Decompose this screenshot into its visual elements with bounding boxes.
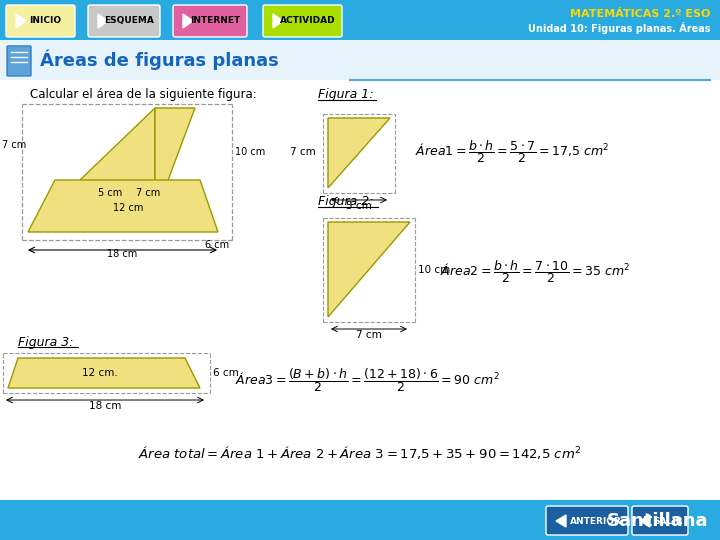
Text: Santillana: Santillana bbox=[606, 512, 708, 530]
Polygon shape bbox=[328, 118, 390, 188]
FancyBboxPatch shape bbox=[7, 46, 31, 76]
Text: 7 cm: 7 cm bbox=[290, 147, 316, 157]
Polygon shape bbox=[28, 180, 218, 232]
Text: Calcular el área de la siguiente figura:: Calcular el área de la siguiente figura: bbox=[30, 89, 257, 102]
Text: 12 cm.: 12 cm. bbox=[82, 368, 118, 378]
Text: 7 cm: 7 cm bbox=[136, 188, 160, 198]
Text: $\mathit{Área}2 = \dfrac{b \cdot h}{2} = \dfrac{7 \cdot 10}{2} = 35\ cm^2$: $\mathit{Área}2 = \dfrac{b \cdot h}{2} =… bbox=[440, 259, 631, 286]
Text: Unidad 10: Figuras planas. Áreas: Unidad 10: Figuras planas. Áreas bbox=[528, 22, 710, 34]
Text: Figura 3:: Figura 3: bbox=[18, 335, 73, 348]
Polygon shape bbox=[155, 108, 195, 215]
Text: 6 cm: 6 cm bbox=[213, 368, 239, 378]
FancyBboxPatch shape bbox=[88, 5, 160, 37]
Text: SALIR: SALIR bbox=[653, 517, 683, 525]
Text: 7 cm: 7 cm bbox=[356, 330, 382, 340]
Polygon shape bbox=[556, 515, 566, 527]
Polygon shape bbox=[8, 358, 200, 388]
Text: $\mathit{Área}3 = \dfrac{(B+b) \cdot h}{2} = \dfrac{(12+18) \cdot 6}{2} = 90\ cm: $\mathit{Área}3 = \dfrac{(B+b) \cdot h}{… bbox=[235, 366, 500, 394]
FancyBboxPatch shape bbox=[0, 40, 720, 80]
FancyBboxPatch shape bbox=[546, 506, 628, 535]
Text: 18 cm: 18 cm bbox=[89, 401, 121, 411]
Text: 5 cm: 5 cm bbox=[346, 201, 372, 211]
Text: Áreas de figuras planas: Áreas de figuras planas bbox=[40, 50, 279, 70]
Text: 6 cm: 6 cm bbox=[205, 240, 229, 250]
Polygon shape bbox=[183, 14, 193, 28]
FancyBboxPatch shape bbox=[263, 5, 342, 37]
Polygon shape bbox=[16, 14, 26, 28]
Text: INICIO: INICIO bbox=[30, 17, 62, 25]
Text: Figura 2:: Figura 2: bbox=[318, 195, 374, 208]
Text: 12 cm: 12 cm bbox=[113, 203, 143, 213]
Text: 18 cm: 18 cm bbox=[107, 249, 137, 259]
FancyBboxPatch shape bbox=[0, 0, 720, 40]
Text: 5 cm: 5 cm bbox=[98, 188, 122, 198]
Text: ESQUEMA: ESQUEMA bbox=[104, 17, 154, 25]
Text: $\mathit{Área}1 = \dfrac{b \cdot h}{2} = \dfrac{5 \cdot 7}{2} = 17{,}5\ cm^2$: $\mathit{Área}1 = \dfrac{b \cdot h}{2} =… bbox=[415, 139, 609, 165]
Text: MATEMÁTICAS 2.º ESO: MATEMÁTICAS 2.º ESO bbox=[570, 9, 710, 19]
Polygon shape bbox=[80, 108, 155, 215]
Text: INTERNET: INTERNET bbox=[190, 17, 240, 25]
Text: 7 cm: 7 cm bbox=[2, 140, 26, 150]
Text: ACTIVIDAD: ACTIVIDAD bbox=[279, 17, 336, 25]
Polygon shape bbox=[273, 14, 283, 28]
Polygon shape bbox=[98, 14, 108, 28]
Polygon shape bbox=[328, 222, 410, 317]
Polygon shape bbox=[640, 515, 650, 527]
FancyBboxPatch shape bbox=[0, 500, 720, 540]
FancyBboxPatch shape bbox=[632, 506, 688, 535]
Text: 10 cm: 10 cm bbox=[235, 147, 265, 157]
FancyBboxPatch shape bbox=[173, 5, 247, 37]
Text: $\mathit{Área\ total} = \mathit{Área}\ 1 + \mathit{Área}\ 2 + \mathit{Área}\ 3 =: $\mathit{Área\ total} = \mathit{Área}\ 1… bbox=[138, 443, 582, 461]
FancyBboxPatch shape bbox=[6, 5, 75, 37]
Text: ANTERIOR: ANTERIOR bbox=[570, 517, 622, 525]
Text: 10 cm: 10 cm bbox=[418, 265, 450, 275]
Text: Figura 1:: Figura 1: bbox=[318, 89, 374, 102]
